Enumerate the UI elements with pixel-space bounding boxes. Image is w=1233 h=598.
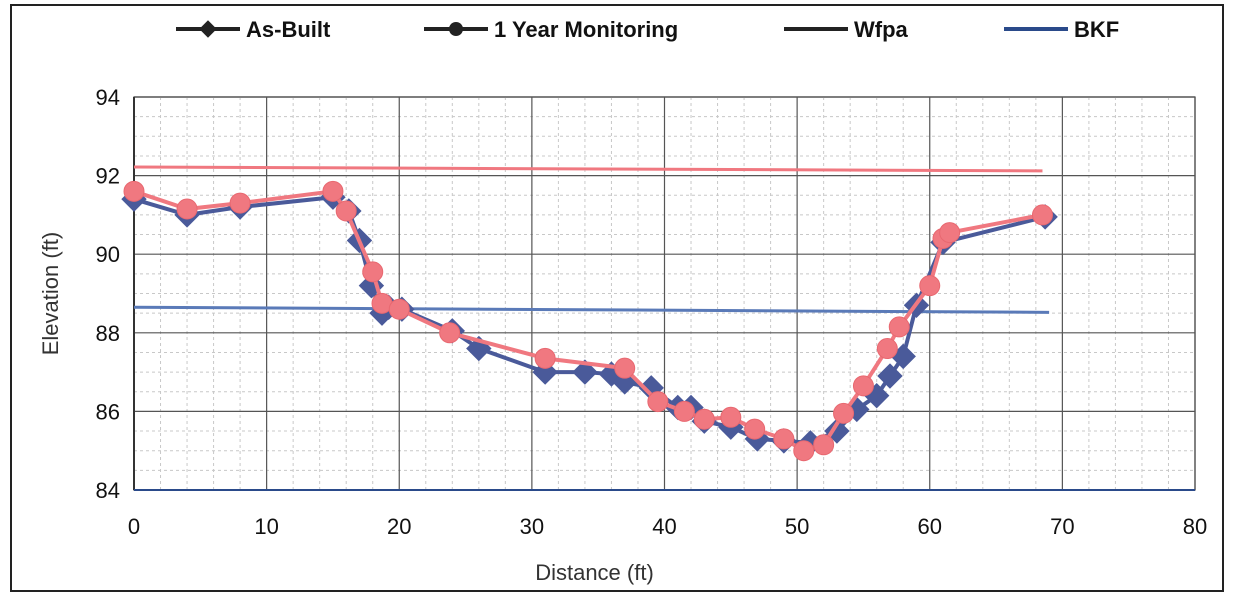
- data-point-1-year-monitoring: [833, 402, 855, 424]
- x-tick-label: 80: [1183, 514, 1207, 539]
- legend-marker-as-built: [199, 20, 217, 38]
- x-tick-label: 70: [1050, 514, 1074, 539]
- legend-label-as-built: As-Built: [246, 17, 331, 42]
- data-point-1-year-monitoring: [773, 428, 795, 450]
- series-line-wfpa: [133, 165, 1043, 173]
- data-point-1-year-monitoring: [852, 375, 874, 397]
- data-point-as-built: [877, 363, 903, 389]
- legend-item-bkf: BKF: [1004, 17, 1119, 42]
- data-point-1-year-monitoring: [939, 222, 961, 244]
- data-point-1-year-monitoring: [876, 338, 898, 360]
- y-tick-label: 86: [96, 399, 120, 424]
- data-point-1-year-monitoring: [1031, 204, 1053, 226]
- data-point-1-year-monitoring: [693, 408, 715, 430]
- y-tick-label: 84: [96, 478, 120, 503]
- data-point-1-year-monitoring: [919, 275, 941, 297]
- legend-item-as-built: As-Built: [176, 17, 331, 42]
- series-wfpa: [133, 165, 1043, 173]
- y-tick-label: 94: [96, 85, 120, 110]
- y-tick-label: 92: [96, 164, 120, 189]
- data-point-1-year-monitoring: [744, 418, 766, 440]
- legend-item-1-year-monitoring: 1 Year Monitoring: [424, 17, 678, 42]
- x-tick-label: 50: [785, 514, 809, 539]
- tick-labels: 0 10 20 30 40 50 60 70 80 84 86 88 90 92 94: [96, 85, 1208, 539]
- data-point-1-year-monitoring: [888, 316, 910, 338]
- data-point-1-year-monitoring: [720, 406, 742, 428]
- legend: As-Built 1 Year Monitoring Wfpa BKF: [176, 17, 1119, 42]
- x-tick-label: 20: [387, 514, 411, 539]
- legend-item-wfpa: Wfpa: [784, 17, 909, 42]
- data-point-1-year-monitoring: [322, 180, 344, 202]
- data-point-1-year-monitoring: [439, 322, 461, 344]
- y-axis-title: Elevation (ft): [38, 232, 63, 356]
- series-1-year-monitoring: [123, 180, 1053, 462]
- legend-label-wfpa: Wfpa: [854, 17, 909, 42]
- data-point-1-year-monitoring: [614, 357, 636, 379]
- x-axis-title: Distance (ft): [535, 560, 654, 585]
- legend-label-bkf: BKF: [1074, 17, 1119, 42]
- legend-label-1-year-monitoring: 1 Year Monitoring: [494, 17, 678, 42]
- data-point-1-year-monitoring: [647, 391, 669, 413]
- x-tick-label: 30: [520, 514, 544, 539]
- data-point-1-year-monitoring: [176, 198, 198, 220]
- data-point-as-built: [572, 359, 598, 385]
- data-point-1-year-monitoring: [793, 440, 815, 462]
- y-tick-label: 88: [96, 321, 120, 346]
- legend-marker-1-year-monitoring: [449, 22, 463, 36]
- data-point-1-year-monitoring: [229, 192, 251, 214]
- data-point-1-year-monitoring: [813, 434, 835, 456]
- x-tick-label: 10: [254, 514, 278, 539]
- y-tick-label: 90: [96, 242, 120, 267]
- data-point-1-year-monitoring: [335, 200, 357, 222]
- series-line-bkf: [133, 305, 1050, 314]
- data-point-1-year-monitoring: [673, 400, 695, 422]
- series-group: [121, 165, 1058, 462]
- grid: [133, 96, 1196, 491]
- x-tick-label: 60: [918, 514, 942, 539]
- data-point-1-year-monitoring: [123, 180, 145, 202]
- data-point-1-year-monitoring: [534, 347, 556, 369]
- series-bkf: [133, 305, 1050, 314]
- data-point-1-year-monitoring: [362, 261, 384, 283]
- x-tick-label: 40: [652, 514, 676, 539]
- data-point-1-year-monitoring: [388, 298, 410, 320]
- axes: [133, 97, 1195, 491]
- x-tick-label: 0: [128, 514, 140, 539]
